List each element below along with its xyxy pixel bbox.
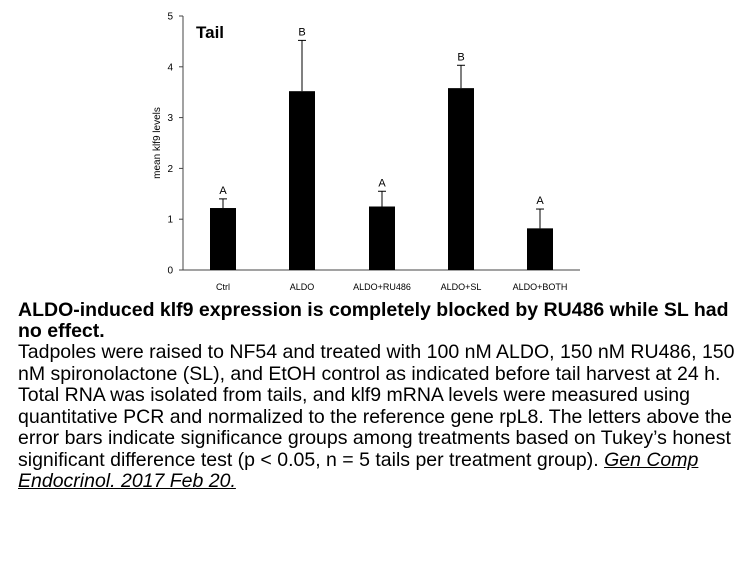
x-tick-label: ALDO+RU486 [353,282,411,292]
y-ticks: 0 1 2 3 4 5 [167,12,183,277]
caption-body: Tadpoles were raised to NF54 and treated… [18,341,748,493]
bar [448,88,474,270]
significance-group-label: B [298,26,305,38]
x-tick-label: ALDO+BOTH [513,282,568,292]
bar [527,228,553,270]
y-tick-label: 4 [167,62,173,73]
figure-caption: ALDO-induced klf9 expression is complete… [18,300,748,493]
bar [210,208,236,270]
caption-body-text: Tadpoles were raised to NF54 and treated… [18,341,735,471]
x-tick-label: ALDO+SL [441,282,482,292]
x-tick-label: Ctrl [216,282,230,292]
bar [289,91,315,271]
significance-group-label: A [219,185,227,197]
y-tick-label: 0 [167,266,173,277]
caption-title: ALDO-induced klf9 expression is complete… [18,299,729,342]
citation-link[interactable]: Gen Comp Endocrinol. 2017 Feb 20. [18,448,699,492]
significance-group-label: A [378,177,386,189]
x-tick-labels: Ctrl ALDO ALDO+RU486 ALDO+SL ALDO+BOTH [216,282,567,292]
y-tick-label: 1 [167,215,173,226]
y-tick-label: 5 [167,12,173,23]
y-tick-label: 2 [167,164,173,175]
significance-group-label: A [536,195,544,207]
x-tick-label: ALDO [290,282,315,292]
bars: A B A B A [210,26,553,271]
bar [369,206,395,270]
bar-chart: Tail mean klf9 levels 0 1 2 3 4 5 A B A B A Ctrl A… [152,12,580,292]
chart-title: Tail [196,23,224,42]
significance-group-label: B [457,51,464,63]
y-tick-label: 3 [167,113,173,124]
y-axis-label: mean klf9 levels [152,107,163,179]
